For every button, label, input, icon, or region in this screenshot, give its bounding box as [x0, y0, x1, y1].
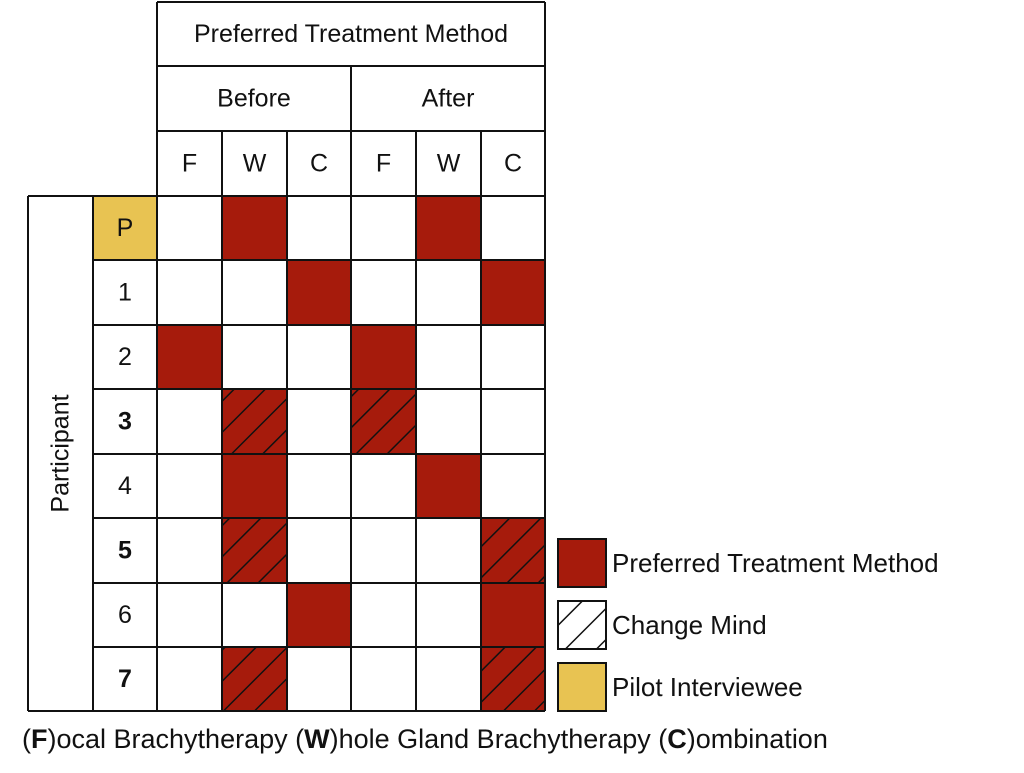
preferred-cell	[481, 583, 545, 647]
change-mind-hatch	[222, 518, 287, 583]
preferred-cell	[481, 260, 545, 325]
footnote-segment: (	[22, 724, 31, 754]
legend-label-change: Change Mind	[612, 610, 767, 640]
footnote-segment: F	[31, 724, 48, 754]
legend-hatch	[558, 601, 606, 649]
legend-swatch-border	[557, 662, 607, 712]
header-title: Preferred Treatment Method	[194, 20, 508, 48]
participant-axis-label: Participant	[47, 394, 75, 512]
legend-swatch-border	[557, 600, 607, 650]
change-mind-hatch	[222, 389, 287, 454]
participant-id: P	[117, 214, 134, 242]
participant-id: 1	[118, 279, 132, 307]
participant-id: 5	[118, 537, 132, 565]
footnote-segment: )ombination	[686, 724, 828, 754]
preferred-cell	[222, 454, 287, 518]
legend-label-preferred: Preferred Treatment Method	[612, 548, 939, 578]
footnote-segment: C	[667, 724, 687, 754]
participant-id: 7	[118, 665, 132, 693]
preferred-cell	[351, 325, 416, 389]
column-label: F	[376, 150, 391, 178]
preferred-cell	[157, 325, 222, 389]
participant-id: 6	[118, 601, 132, 629]
preferred-cell	[222, 196, 287, 260]
change-mind-hatch	[481, 647, 545, 711]
participant-id: 4	[118, 472, 132, 500]
participant-id: 3	[118, 408, 132, 436]
preferred-cell	[416, 196, 481, 260]
participant-id: 2	[118, 343, 132, 371]
legend-label-pilot: Pilot Interviewee	[612, 672, 803, 702]
footnote-segment: )hole Gland Brachytherapy (	[329, 724, 668, 754]
preferred-cell	[287, 260, 351, 325]
footnote-segment: )ocal Brachytherapy (	[47, 724, 305, 754]
change-mind-hatch	[222, 647, 287, 711]
group-label-after: After	[422, 85, 475, 113]
preferred-cell	[287, 583, 351, 647]
legend-swatch-preferred	[558, 539, 606, 587]
pilot-cell	[93, 196, 157, 260]
group-label-before: Before	[217, 85, 291, 113]
change-mind-hatch	[351, 389, 416, 454]
change-mind-hatch	[481, 518, 545, 583]
abbreviation-footnote: (F)ocal Brachytherapy (W)hole Gland Brac…	[22, 724, 828, 755]
column-label: C	[310, 150, 328, 178]
column-label: W	[437, 150, 461, 178]
column-label: F	[182, 150, 197, 178]
column-label: C	[504, 150, 522, 178]
footnote-segment: W	[304, 724, 330, 754]
column-label: W	[243, 150, 267, 178]
legend-swatch-pilot	[558, 663, 606, 711]
preferred-cell	[416, 454, 481, 518]
legend-swatch-border	[557, 538, 607, 588]
